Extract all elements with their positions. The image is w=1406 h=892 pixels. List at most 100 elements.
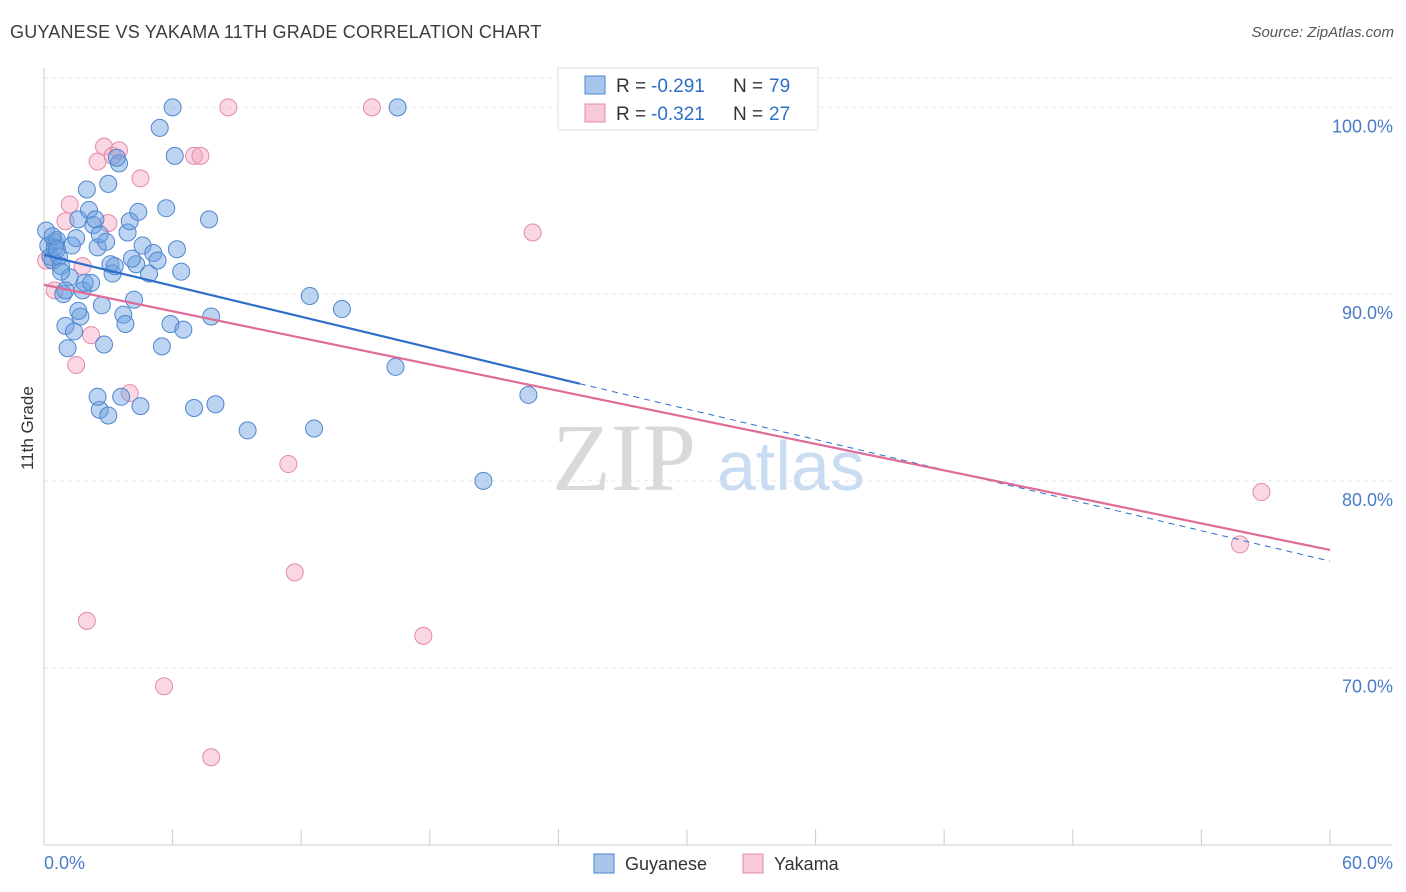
bottom-legend-label-yakama: Yakama [774, 854, 840, 874]
yakama-point-3 [60, 195, 79, 214]
bottom-legend-label-guyanese: Guyanese [625, 854, 707, 874]
guyanese-point-78 [69, 301, 88, 320]
guyanese-point-10 [58, 339, 77, 358]
guyanese-point-64 [131, 397, 150, 416]
yakama-point-15 [185, 146, 204, 165]
axes [43, 68, 1392, 846]
legend-n-value-yakama: 27 [769, 104, 790, 125]
yakama-point-23 [523, 223, 542, 242]
yakama-point-7 [88, 152, 107, 171]
source-label: Source: ZipAtlas.com [1251, 24, 1394, 41]
yakama-point-19 [279, 455, 298, 474]
guyanese-point-37 [118, 223, 137, 242]
yakama-point-25 [1230, 535, 1249, 554]
guyanese-point-36 [116, 314, 135, 333]
legend-r-label-yakama: R = [616, 104, 646, 125]
guyanese-point-77 [47, 240, 66, 259]
yakama-point-4 [67, 356, 86, 375]
guyanese-point-55 [202, 307, 221, 326]
y-tick-label-1: 90.0% [1342, 303, 1393, 323]
x-tick-labels: 0.0% 60.0% [44, 853, 1393, 873]
legend-r-value-guyanese: -0.291 [651, 76, 705, 97]
guyanese-point-49 [165, 146, 184, 165]
watermark-atlas: atlas [717, 427, 865, 505]
bottom-legend-swatch-yakama [742, 853, 764, 874]
guyanese-point-53 [185, 399, 204, 418]
guyanese-point-58 [300, 286, 319, 305]
y-tick-labels: 100.0% 90.0% 80.0% 70.0% [1332, 116, 1393, 696]
yakama-point-6 [82, 326, 101, 345]
yakama-point-21 [362, 98, 381, 117]
guyanese-point-63 [519, 385, 538, 404]
yakama-point-20 [285, 563, 304, 582]
x-tick-label-1: 60.0% [1342, 853, 1393, 873]
guyanese-point-21 [82, 273, 101, 292]
guyanese-point-42 [133, 236, 152, 255]
guyanese-point-54 [200, 210, 219, 229]
guyanese-trend-line [43, 253, 581, 385]
guyanese-point-75 [122, 249, 141, 268]
bottom-legend-swatch-guyanese [593, 853, 615, 874]
y-axis-label: 11th Grade [18, 386, 37, 470]
guyanese-point-51 [172, 262, 191, 281]
yakama-point-12 [120, 384, 139, 403]
yakama-point-5 [77, 611, 96, 630]
guyanese-point-45 [148, 251, 167, 270]
legend-n-label-yakama: N = [733, 104, 763, 125]
series-guyanese [37, 98, 538, 490]
guyanese-point-14 [67, 229, 86, 248]
guyanese-point-68 [163, 98, 182, 117]
guyanese-point-34 [112, 387, 131, 406]
trend-lines [43, 253, 1331, 562]
guyanese-point-9 [56, 316, 75, 335]
guyanese-point-41 [129, 202, 148, 221]
guyanese-point-13 [65, 322, 84, 341]
legend-r-label-guyanese: R = [616, 76, 646, 97]
guyanese-point-73 [107, 148, 126, 167]
guyanese-point-25 [90, 225, 109, 244]
legend-n-label-guyanese: N = [733, 76, 763, 97]
y-tick-label-2: 80.0% [1342, 490, 1393, 510]
guyanese-point-66 [99, 406, 118, 425]
legend-swatch-yakama [584, 103, 606, 123]
legend-n-value-guyanese: 79 [769, 76, 790, 97]
y-tick-label-0: 100.0% [1332, 116, 1393, 136]
yakama-point-18 [219, 98, 238, 117]
yakama-point-22 [414, 626, 433, 645]
guyanese-point-74 [52, 262, 71, 281]
guyanese-point-70 [88, 387, 107, 406]
guyanese-point-20 [80, 201, 99, 220]
yakama-point-24 [1252, 483, 1271, 502]
guyanese-point-28 [97, 232, 116, 251]
guyanese-point-19 [77, 180, 96, 199]
yakama-point-17 [202, 748, 221, 767]
guyanese-point-24 [88, 238, 107, 257]
watermark: ZIP atlas [552, 404, 865, 511]
guyanese-point-26 [92, 296, 111, 315]
guyanese-point-56 [206, 395, 225, 414]
series-yakama [37, 98, 1271, 767]
guyanese-point-46 [152, 337, 171, 356]
y-tick-label-3: 70.0% [1342, 677, 1393, 697]
guyanese-point-69 [388, 98, 407, 117]
guyanese-point-57 [238, 421, 257, 440]
x-tick-label-0: 0.0% [44, 853, 85, 873]
legend-r-value-yakama: -0.321 [651, 104, 705, 125]
guyanese-point-65 [90, 400, 109, 419]
guyanese-point-62 [474, 471, 493, 490]
guyanese-point-18 [75, 273, 94, 292]
guyanese-point-60 [332, 300, 351, 319]
guyanese-point-29 [99, 174, 118, 193]
guyanese-point-52 [174, 320, 193, 339]
guyanese-point-27 [95, 335, 114, 354]
guyanese-point-23 [86, 210, 105, 229]
yakama-point-16 [191, 146, 210, 165]
guyanese-point-47 [157, 199, 176, 218]
grid-lines [44, 77, 1392, 669]
guyanese-point-50 [167, 240, 186, 259]
guyanese-point-61 [386, 357, 405, 376]
watermark-zip: ZIP [552, 404, 696, 511]
chart-title: GUYANESE VS YAKAMA 11TH GRADE CORRELATIO… [10, 22, 542, 42]
yakama-point-11 [110, 141, 129, 160]
